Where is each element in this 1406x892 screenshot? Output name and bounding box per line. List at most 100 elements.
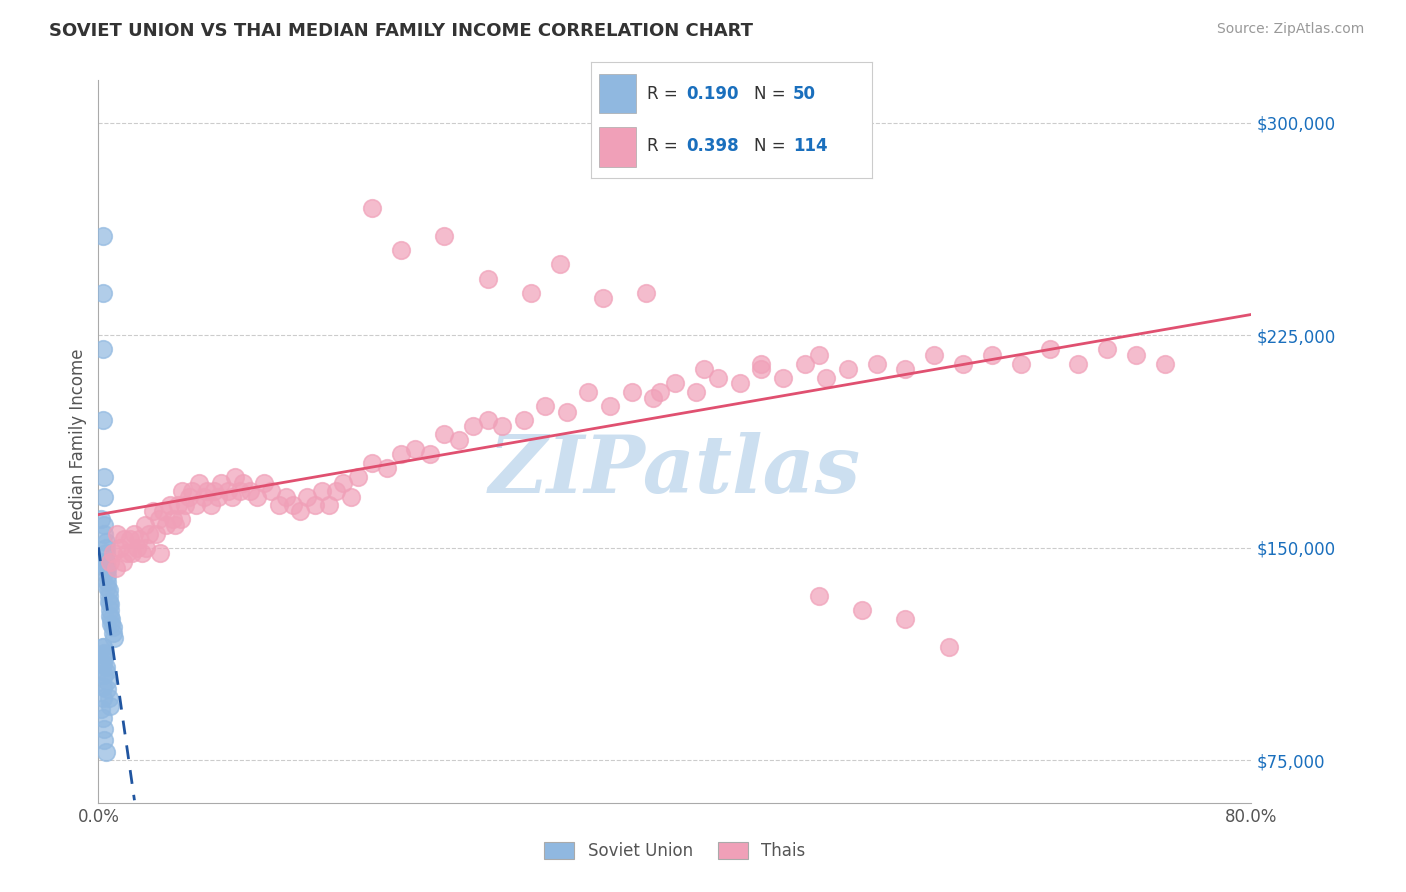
Point [93, 722, 115, 736]
Point [134, 518, 156, 533]
Point [217, 484, 239, 499]
Point [91, 640, 114, 654]
Point [375, 461, 398, 475]
Point [111, 555, 134, 569]
Point [981, 348, 1004, 362]
Point [91, 229, 114, 244]
Point [96, 569, 118, 583]
Point [325, 484, 347, 499]
Point [311, 484, 333, 499]
Point [103, 632, 125, 646]
Point [938, 640, 960, 654]
Point [181, 484, 204, 499]
Point [93, 646, 115, 660]
Point [837, 362, 859, 376]
Point [332, 475, 354, 490]
Point [520, 285, 543, 300]
Legend: Soviet Union, Thais: Soviet Union, Thais [537, 835, 813, 867]
Point [162, 512, 184, 526]
Text: Source: ZipAtlas.com: Source: ZipAtlas.com [1216, 22, 1364, 37]
Point [97, 690, 120, 705]
Point [751, 357, 773, 371]
Point [202, 484, 225, 499]
Point [186, 498, 208, 512]
Point [548, 257, 571, 271]
Point [924, 348, 946, 362]
Point [200, 498, 222, 512]
Point [163, 518, 186, 533]
Point [121, 546, 143, 560]
Text: ZIPatlas: ZIPatlas [489, 432, 860, 509]
Point [188, 475, 211, 490]
Point [91, 690, 114, 705]
Point [94, 665, 117, 680]
Point [239, 484, 262, 499]
Point [894, 362, 917, 376]
Point [98, 598, 121, 612]
Point [793, 357, 815, 371]
Point [461, 419, 484, 434]
Point [90, 555, 112, 569]
Point [90, 512, 112, 526]
Point [155, 518, 177, 533]
Point [104, 560, 127, 574]
Point [117, 546, 139, 560]
Point [94, 555, 117, 569]
Text: N =: N = [754, 137, 790, 155]
Point [148, 512, 170, 526]
Point [93, 733, 115, 747]
Point [772, 371, 794, 385]
Point [433, 427, 456, 442]
Point [93, 648, 115, 663]
Text: R =: R = [647, 85, 683, 103]
Point [851, 603, 873, 617]
Point [578, 384, 600, 399]
Point [101, 546, 124, 560]
Point [447, 433, 470, 447]
Point [339, 490, 361, 504]
Point [94, 560, 117, 574]
Point [179, 490, 201, 504]
Bar [599, 128, 636, 167]
Point [894, 612, 917, 626]
Point [91, 413, 114, 427]
Point [93, 490, 115, 504]
Point [93, 651, 115, 665]
Point [664, 376, 686, 391]
Point [91, 680, 114, 694]
Point [297, 490, 319, 504]
Point [346, 470, 368, 484]
Point [1125, 348, 1147, 362]
Point [592, 292, 614, 306]
Point [253, 475, 276, 490]
Point [128, 533, 150, 547]
Point [170, 484, 193, 499]
Point [304, 498, 326, 512]
Point [491, 419, 513, 434]
Text: 50: 50 [793, 85, 815, 103]
Point [91, 285, 114, 300]
Text: SOVIET UNION VS THAI MEDIAN FAMILY INCOME CORRELATION CHART: SOVIET UNION VS THAI MEDIAN FAMILY INCOM… [49, 22, 754, 40]
Point [707, 371, 730, 385]
Point [389, 447, 412, 461]
Point [135, 541, 157, 555]
Point [108, 541, 131, 555]
Point [1067, 357, 1090, 371]
Point [101, 625, 124, 640]
Point [94, 541, 117, 555]
Point [1097, 343, 1119, 357]
Point [290, 504, 312, 518]
Point [105, 526, 128, 541]
Point [94, 535, 117, 549]
Point [101, 620, 124, 634]
Point [96, 574, 118, 589]
Point [91, 657, 114, 671]
Point [512, 413, 534, 427]
Point [866, 357, 889, 371]
Point [555, 405, 578, 419]
Point [100, 617, 122, 632]
Point [361, 201, 384, 215]
Point [94, 660, 117, 674]
Bar [599, 74, 636, 113]
Point [477, 271, 499, 285]
